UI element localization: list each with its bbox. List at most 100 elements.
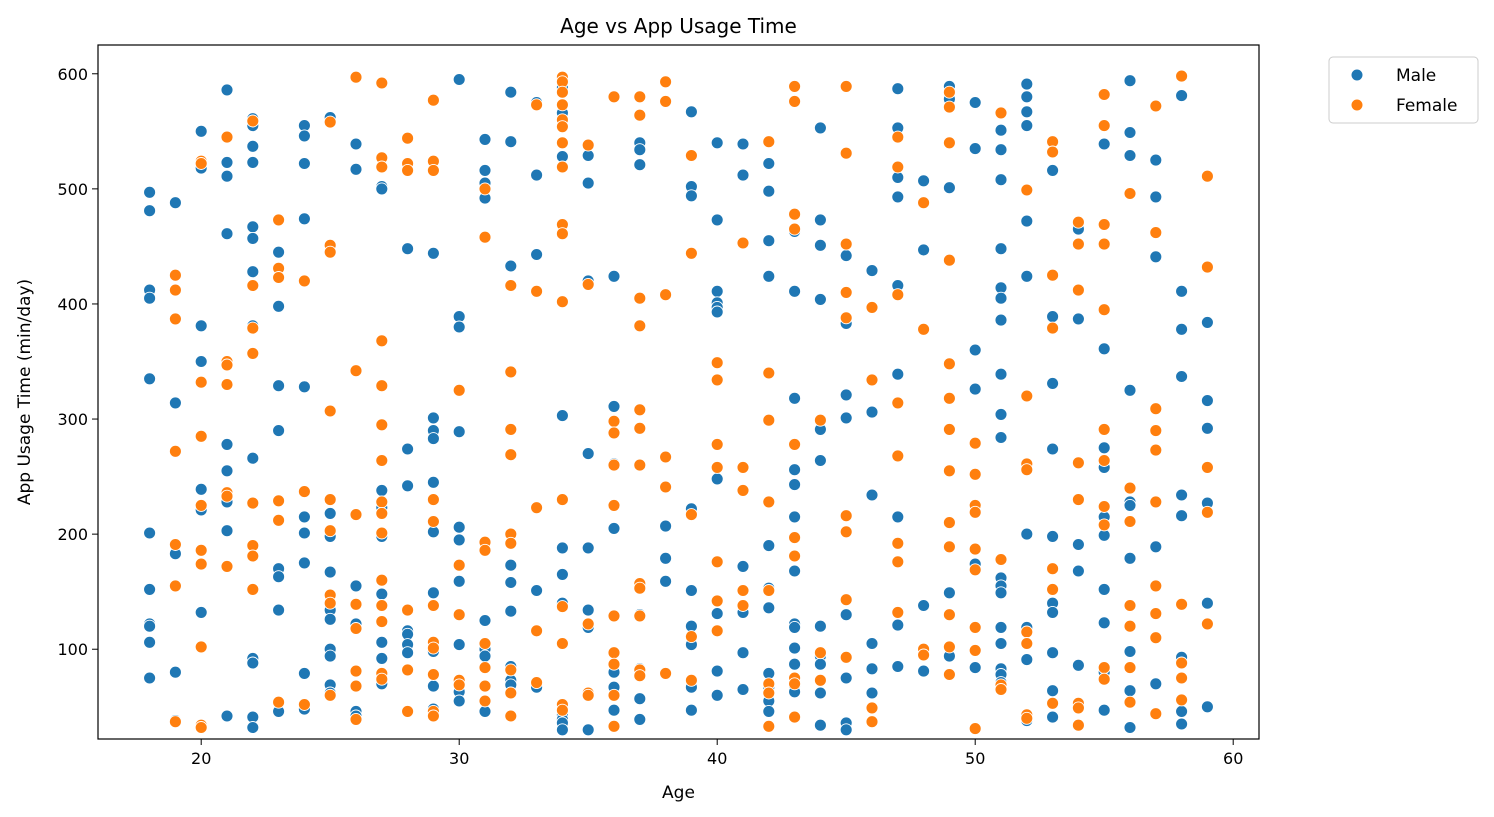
point-female-206: [839, 237, 853, 251]
point-male-155: [581, 541, 595, 555]
point-male-250: [865, 686, 879, 700]
point-male-284: [994, 431, 1008, 444]
point-female-24: [246, 114, 260, 128]
point-male-222: [788, 657, 802, 671]
point-female-90: [452, 383, 466, 397]
point-female-199: [788, 677, 802, 691]
point-male-339: [1149, 153, 1163, 167]
point-male-346: [1175, 322, 1189, 336]
point-female-1: [168, 283, 182, 297]
point-female-301: [1149, 495, 1163, 509]
legend-box: [1328, 56, 1479, 124]
point-female-76: [401, 603, 415, 617]
point-female-49: [323, 688, 337, 702]
point-female-60: [375, 160, 389, 174]
point-female-181: [736, 584, 750, 597]
point-female-262: [1020, 711, 1034, 725]
point-female-86: [426, 641, 440, 655]
point-female-280: [1097, 218, 1111, 231]
point-female-99: [478, 637, 492, 650]
point-male-102: [426, 475, 440, 489]
point-male-93: [401, 479, 415, 493]
point-female-293: [1123, 619, 1137, 633]
point-female-269: [1046, 696, 1060, 710]
point-male-256: [891, 367, 905, 381]
point-female-236: [942, 464, 956, 478]
point-male-19: [194, 355, 208, 368]
point-female-63: [375, 418, 389, 432]
point-female-92: [452, 608, 466, 622]
point-female-39: [297, 485, 311, 499]
point-male-266: [942, 181, 956, 195]
point-female-231: [942, 136, 956, 150]
point-female-110: [504, 686, 518, 700]
point-female-44: [323, 404, 337, 418]
point-female-256: [1020, 389, 1034, 403]
point-female-259: [1020, 625, 1034, 639]
legend: Male Female: [1328, 56, 1479, 124]
point-female-270: [1071, 215, 1085, 229]
point-male-137: [530, 248, 544, 261]
point-female-207: [839, 285, 853, 299]
point-female-288: [1097, 672, 1111, 686]
point-male-45: [246, 721, 260, 734]
point-female-225: [917, 196, 931, 210]
point-female-284: [1097, 454, 1111, 467]
legend-label-female: Female: [1396, 96, 1457, 116]
point-female-222: [891, 536, 905, 550]
point-male-76: [349, 162, 363, 176]
point-male-159: [607, 269, 621, 283]
point-female-294: [1123, 661, 1137, 675]
point-female-127: [555, 295, 569, 309]
point-female-306: [1175, 69, 1189, 83]
point-female-290: [1123, 481, 1137, 495]
point-female-285: [1097, 500, 1111, 513]
point-male-334: [1123, 498, 1137, 512]
point-male-98: [426, 246, 440, 260]
x-tick-label-30: 30: [449, 749, 469, 768]
point-male-172: [633, 712, 647, 726]
point-male-272: [968, 382, 982, 396]
point-female-54: [349, 622, 363, 635]
point-male-126: [504, 85, 518, 99]
point-female-12: [194, 543, 208, 557]
point-male-129: [504, 558, 518, 572]
point-female-258: [1020, 463, 1034, 477]
point-male-144: [555, 541, 569, 555]
point-male-10: [143, 671, 157, 685]
point-female-115: [530, 624, 544, 638]
point-male-329: [1123, 74, 1137, 88]
point-female-102: [478, 694, 492, 708]
point-male-192: [710, 607, 724, 621]
point-male-295: [1020, 105, 1034, 119]
point-female-310: [1175, 693, 1189, 707]
point-female-166: [684, 149, 698, 162]
point-female-286: [1097, 518, 1111, 532]
point-female-23: [220, 559, 234, 573]
point-male-83: [375, 483, 389, 497]
x-tick-label-60: 60: [1223, 749, 1243, 768]
point-female-168: [684, 508, 698, 522]
point-female-55: [349, 664, 363, 678]
point-male-119: [478, 163, 492, 177]
point-male-216: [788, 478, 802, 492]
point-female-247: [968, 563, 982, 577]
point-female-313: [1200, 460, 1214, 474]
point-male-196: [736, 168, 750, 182]
point-female-100: [478, 661, 492, 675]
point-male-280: [994, 291, 1008, 305]
point-male-340: [1149, 190, 1163, 204]
point-male-112: [452, 520, 466, 534]
point-female-67: [375, 526, 389, 540]
point-female-311: [1200, 169, 1214, 183]
point-male-61: [297, 556, 311, 570]
point-female-187: [762, 584, 776, 597]
point-male-160: [607, 399, 621, 413]
point-female-178: [736, 236, 750, 250]
point-male-171: [633, 692, 647, 706]
point-male-31: [220, 524, 234, 538]
point-female-81: [426, 163, 440, 177]
point-female-13: [194, 557, 208, 571]
point-male-92: [401, 442, 415, 456]
